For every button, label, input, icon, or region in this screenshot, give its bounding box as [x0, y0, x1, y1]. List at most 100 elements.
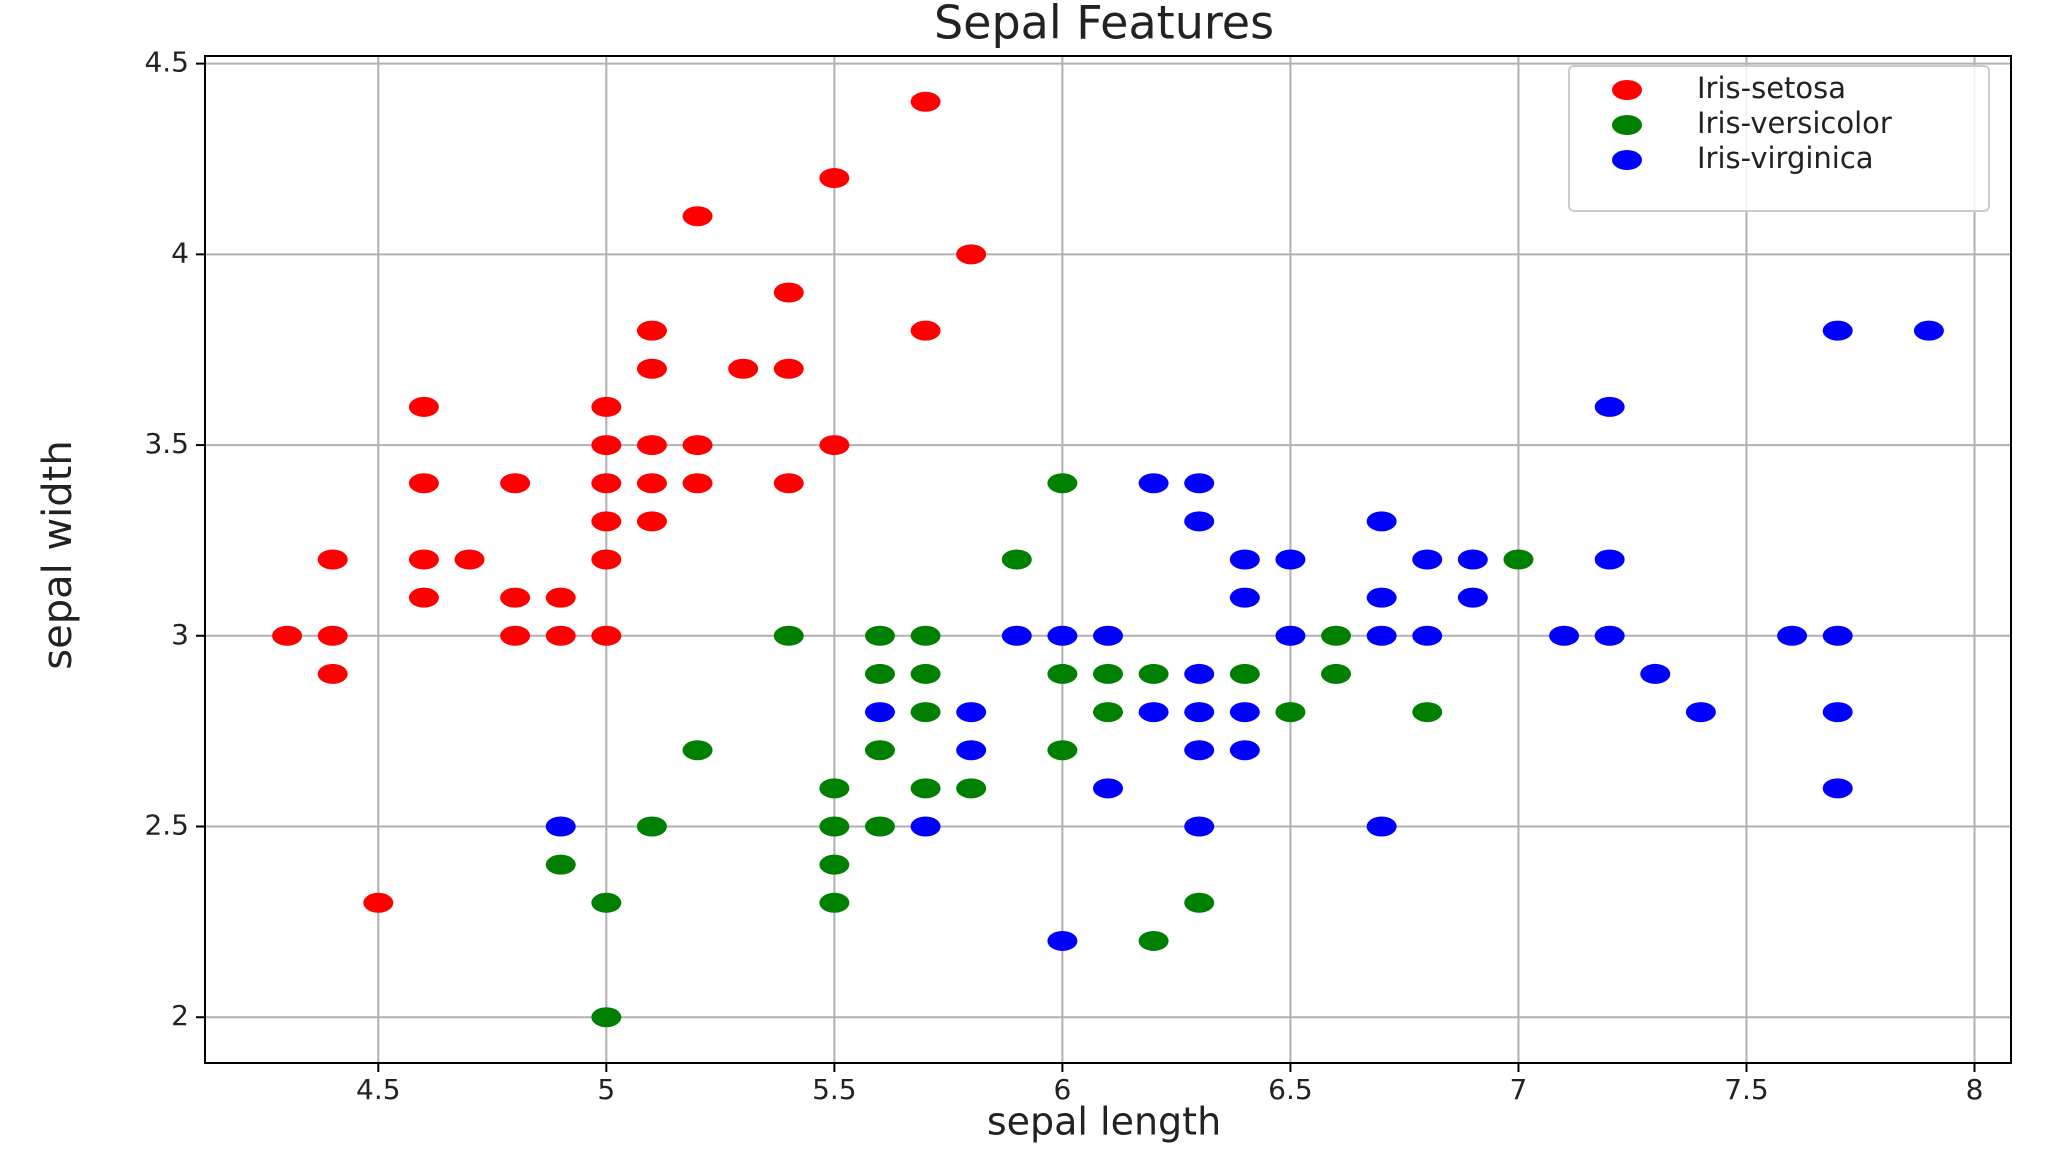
data-point [773, 625, 804, 646]
x-tick-label: 7 [1510, 1073, 1528, 1106]
data-point [591, 1007, 622, 1028]
data-point [910, 663, 941, 684]
data-point [1503, 549, 1534, 570]
data-point [682, 435, 713, 456]
x-tick-label: 8 [1966, 1073, 1984, 1106]
data-point [1412, 549, 1443, 570]
data-point [1412, 702, 1443, 723]
data-point [636, 511, 667, 532]
data-point [910, 625, 941, 646]
data-point [819, 892, 850, 913]
data-point [1138, 930, 1169, 951]
data-point [1321, 625, 1352, 646]
data-point [1822, 625, 1853, 646]
data-point [591, 625, 622, 646]
data-point [408, 473, 439, 494]
data-point [1366, 816, 1397, 837]
x-tick-label: 5.5 [812, 1073, 857, 1106]
data-point [910, 91, 941, 112]
data-point [864, 663, 895, 684]
data-point [545, 816, 576, 837]
data-point [1184, 473, 1215, 494]
data-point [1001, 625, 1032, 646]
data-point [1093, 702, 1123, 723]
data-point [1093, 625, 1123, 646]
data-point [591, 435, 622, 456]
data-point [682, 206, 713, 227]
data-point [1184, 663, 1215, 684]
data-point [1594, 625, 1625, 646]
x-tick-label: 5 [597, 1073, 615, 1106]
legend-marker [1612, 150, 1642, 170]
data-point [1366, 625, 1397, 646]
data-point [773, 358, 804, 379]
data-point [636, 473, 667, 494]
data-point [819, 816, 850, 837]
data-point [1093, 778, 1123, 799]
data-point [864, 740, 895, 761]
data-point [1913, 320, 1944, 341]
data-point [910, 778, 941, 799]
data-point [1184, 511, 1215, 532]
data-point [636, 816, 667, 837]
data-point [1275, 702, 1306, 723]
x-tick-label: 4.5 [356, 1073, 401, 1106]
data-point [454, 549, 485, 570]
data-point [591, 511, 622, 532]
y-tick-label: 4 [171, 236, 189, 269]
data-point [1457, 549, 1488, 570]
x-tick-label: 6.5 [1268, 1073, 1313, 1106]
y-tick-label: 4.5 [144, 46, 189, 79]
data-point [1229, 663, 1260, 684]
data-point [545, 625, 576, 646]
data-point [1184, 816, 1215, 837]
data-point [1229, 702, 1260, 723]
data-point [317, 549, 348, 570]
data-point [1138, 702, 1169, 723]
data-point [819, 168, 850, 189]
data-point [636, 358, 667, 379]
data-point [1138, 473, 1169, 494]
data-point [864, 702, 895, 723]
legend-marker [1612, 80, 1642, 100]
data-point [956, 702, 987, 723]
chart-title: Sepal Features [934, 0, 1274, 50]
data-point [1229, 587, 1260, 608]
data-point [1184, 740, 1215, 761]
data-point [363, 892, 394, 913]
data-point [317, 663, 348, 684]
data-point [272, 625, 303, 646]
y-tick-label: 3 [171, 618, 189, 651]
data-point [1640, 663, 1671, 684]
data-point [819, 854, 850, 875]
data-point [910, 320, 941, 341]
data-point [1412, 625, 1443, 646]
legend-marker [1612, 115, 1642, 135]
data-point [408, 396, 439, 417]
data-point [1822, 702, 1853, 723]
data-point [1366, 587, 1397, 608]
data-point [1047, 663, 1078, 684]
data-point [773, 473, 804, 494]
data-point [591, 396, 622, 417]
data-point [1001, 549, 1032, 570]
data-point [910, 816, 941, 837]
x-axis-label: sepal length [987, 1100, 1221, 1144]
data-point [1321, 663, 1352, 684]
data-point [1685, 702, 1716, 723]
data-point [1047, 930, 1078, 951]
data-point [864, 816, 895, 837]
data-point [1594, 549, 1625, 570]
y-axis-label: sepal width [35, 440, 81, 669]
data-point [864, 625, 895, 646]
data-point [682, 473, 713, 494]
data-point [408, 587, 439, 608]
data-point [591, 892, 622, 913]
data-point [1275, 549, 1306, 570]
y-tick-label: 2.5 [144, 809, 189, 842]
data-point [636, 435, 667, 456]
data-point [1822, 320, 1853, 341]
y-tick-label: 2 [171, 999, 189, 1032]
